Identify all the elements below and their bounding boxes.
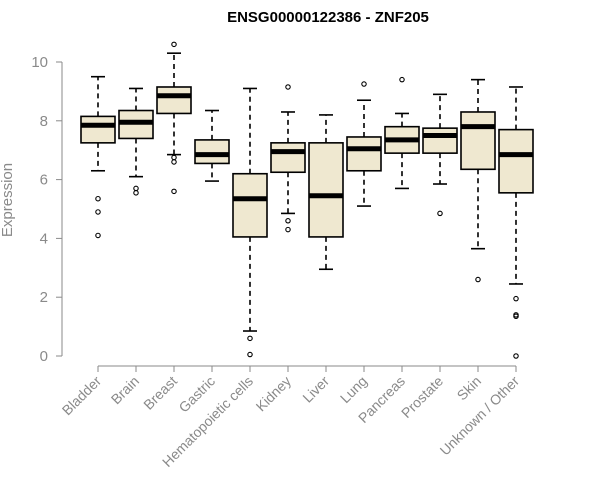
iqr-box	[194, 139, 230, 165]
y-tick-label: 4	[40, 230, 48, 247]
outlier-point	[285, 226, 291, 233]
x-tick-label: Lung	[337, 373, 370, 406]
box-group	[194, 109, 230, 182]
x-tick-label: Bladder	[59, 373, 105, 419]
outlier-point	[95, 232, 101, 239]
box-group	[80, 75, 116, 239]
x-tick-label: Breast	[140, 373, 180, 413]
iqr-box	[346, 136, 382, 172]
y-tick-label: 2	[40, 289, 48, 306]
plot-area	[80, 41, 534, 359]
outlier-point	[437, 210, 443, 217]
box-group	[422, 93, 458, 217]
outlier-point	[513, 313, 519, 320]
outlier-point	[171, 154, 177, 161]
outlier-point	[285, 218, 291, 224]
outlier-point	[513, 295, 519, 302]
iqr-box	[308, 142, 344, 238]
box-group	[498, 86, 534, 359]
iqr-box	[80, 115, 116, 144]
outlier-point	[171, 159, 177, 165]
iqr-box	[498, 128, 534, 194]
box-group	[156, 41, 192, 195]
x-tick-label: Liver	[299, 373, 332, 406]
box-group	[346, 81, 382, 207]
box-group	[232, 87, 268, 358]
x-tick-label: Skin	[454, 373, 485, 404]
iqr-box	[270, 142, 306, 174]
outlier-point	[247, 351, 253, 358]
y-tick-label: 6	[40, 172, 48, 189]
iqr-box	[156, 86, 192, 115]
outlier-point	[133, 185, 139, 192]
chart-title: ENSG00000122386 - ZNF205	[227, 9, 429, 26]
box-group	[270, 84, 306, 233]
outlier-point	[171, 188, 177, 195]
outlier-point	[475, 276, 481, 283]
y-tick-label: 0	[40, 348, 48, 365]
outlier-point	[133, 190, 139, 196]
outlier-point	[247, 335, 253, 342]
x-tick-label: Kidney	[253, 373, 295, 415]
outlier-point	[285, 84, 291, 90]
iqr-box	[232, 172, 268, 238]
box-group	[308, 114, 344, 271]
outlier-point	[361, 81, 367, 87]
box-group	[384, 76, 420, 190]
outlier-point	[95, 209, 101, 215]
outlier-point	[171, 41, 177, 48]
y-tick-label: 10	[31, 54, 48, 71]
box-group	[460, 78, 496, 283]
x-tick-label: Brain	[108, 373, 142, 407]
x-tick-label: Prostate	[398, 373, 446, 421]
outlier-point	[513, 353, 519, 359]
outlier-point	[399, 76, 405, 83]
y-tick-label: 8	[40, 113, 48, 130]
box-group	[118, 87, 154, 196]
outlier-point	[95, 195, 101, 202]
y-axis-label: Expression	[0, 163, 16, 237]
iqr-box	[422, 127, 458, 154]
iqr-box	[460, 111, 496, 171]
